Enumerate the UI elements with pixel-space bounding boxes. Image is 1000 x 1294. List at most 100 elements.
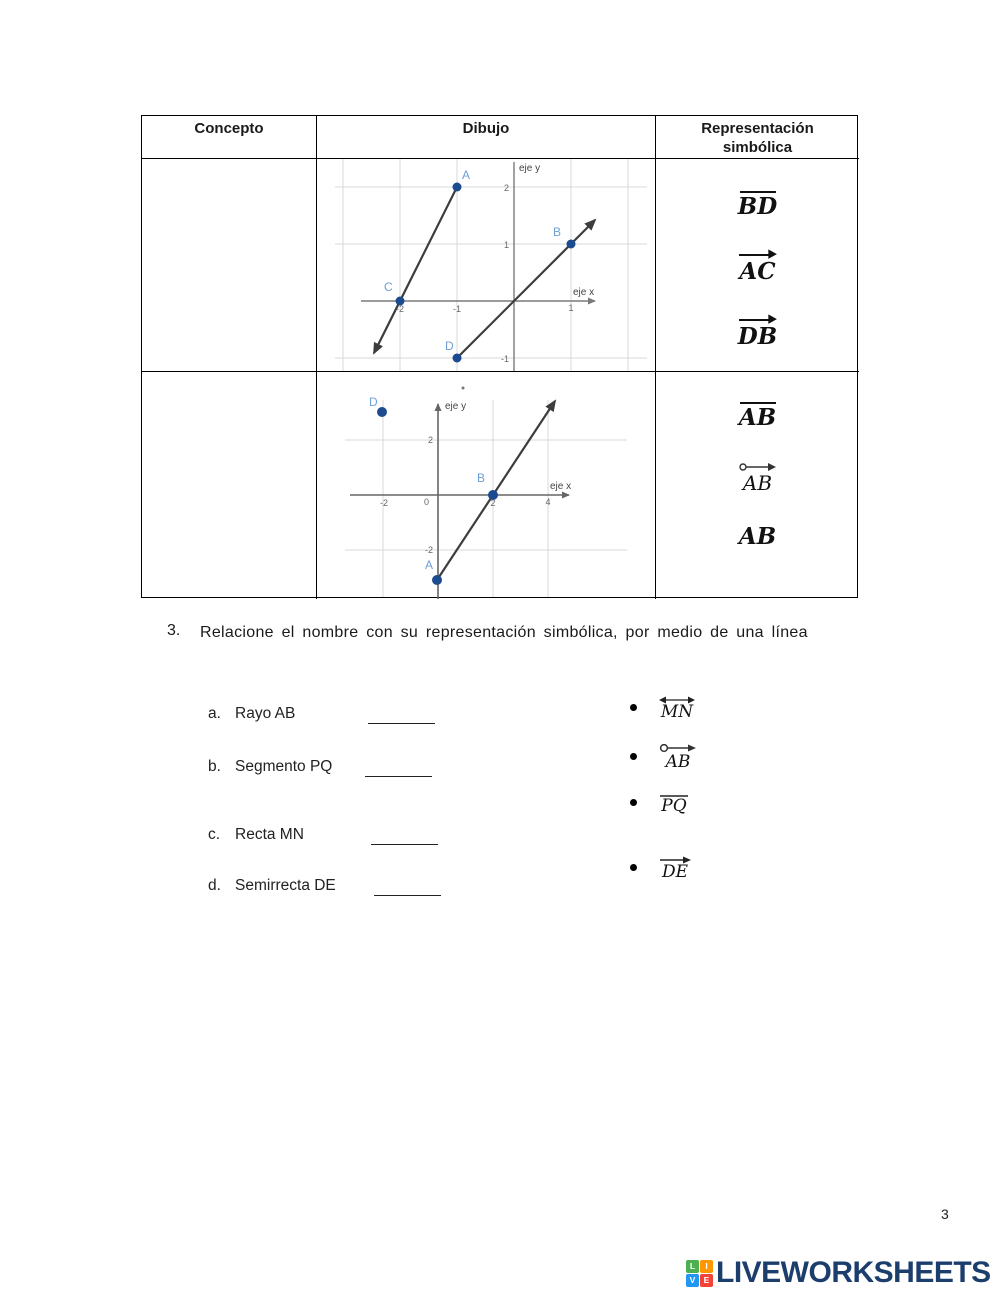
y-tick: 1 <box>504 240 509 250</box>
answer-blank-d[interactable] <box>374 879 441 896</box>
row1-concepto-cell[interactable] <box>142 159 317 372</box>
point-B-label: B <box>477 471 485 485</box>
notation-letters: BD <box>737 193 778 220</box>
notation-letters: AC <box>739 258 776 286</box>
ray-AB <box>436 399 557 581</box>
grid-lines <box>345 400 627 597</box>
point-C <box>395 296 405 306</box>
point-D <box>377 407 387 417</box>
row2-coordinate-graph: eje y eje x -2 0 2 4 2 -2 D B A <box>345 386 627 599</box>
y-tick: -2 <box>425 545 433 555</box>
grid-lines <box>335 159 647 371</box>
row2-graph-cell: eje y eje x -2 0 2 4 2 -2 D B A <box>317 372 656 599</box>
notation-letters: AB <box>738 404 777 431</box>
x-axis-label: eje x <box>550 481 571 492</box>
row1-representation-cell: BD AC DB <box>656 159 859 372</box>
notation-semirrecta-AB: AB <box>738 461 778 494</box>
notation-letters: DE <box>661 862 689 882</box>
x-tick: -2 <box>380 498 388 508</box>
notation-letters: PQ <box>661 796 687 816</box>
point-C-label: C <box>384 280 393 294</box>
row1-graph-cell: eje y eje x -2 -1 1 2 1 -1 A C B <box>317 159 656 372</box>
y-axis-label: eje y <box>519 163 540 174</box>
notation-ray-AC: AC <box>737 248 779 284</box>
x-tick: 0 <box>424 497 429 507</box>
x-axis-label: eje x <box>573 287 594 298</box>
item-letter: a. <box>208 705 221 722</box>
row2-concepto-cell[interactable] <box>142 372 317 599</box>
x-tick: 2 <box>490 498 495 508</box>
overline-icon <box>739 191 776 193</box>
x-tick: 1 <box>568 303 573 313</box>
y-tick: 2 <box>428 435 433 445</box>
question-number: 3. <box>167 622 181 639</box>
notation-segment-BD: BD <box>738 185 778 219</box>
overline-icon <box>660 795 688 797</box>
item-label: Segmento PQ <box>235 758 333 775</box>
open-circle-arrow-icon <box>738 463 776 472</box>
logo-square-l: L <box>686 1259 699 1273</box>
logo-square-e: E <box>700 1273 713 1287</box>
right-arrow-icon <box>738 314 777 325</box>
question-3: 3. Relacione el nombre con su representa… <box>167 622 867 644</box>
header-concepto-label: Concepto <box>194 120 264 137</box>
row2-representation-cell: AB AB AB <box>656 372 859 599</box>
brand-name: LIVEWORKSHEETS <box>716 1256 991 1289</box>
notation-segment-PQ: PQ <box>659 790 689 816</box>
y-tick: 2 <box>504 183 509 193</box>
double-arrow-icon <box>659 696 695 704</box>
right-arrow-icon <box>660 856 691 864</box>
notation-line-MN: MN <box>659 694 695 722</box>
point-A <box>452 182 462 192</box>
answer-blank-b[interactable] <box>365 760 432 777</box>
y-tick: -1 <box>501 354 509 364</box>
notation-letters: AB <box>742 471 773 496</box>
option-segmento-PQ[interactable]: PQ <box>630 790 689 816</box>
bullet-icon <box>630 864 637 872</box>
match-items: a. Rayo AB b. Segmento PQ c. Recta MN d.… <box>205 705 505 905</box>
notation-letters: AB <box>738 523 777 551</box>
bullet-icon <box>630 799 637 807</box>
answer-blank-a[interactable] <box>368 707 435 724</box>
bullet-icon <box>630 753 637 761</box>
header-representacion: Representación simbólica <box>656 116 859 159</box>
page-number: 3 <box>941 1206 949 1222</box>
concept-table: Concepto Dibujo Representación simbólica <box>141 115 859 599</box>
liveworksheets-logo[interactable]: L I V E LIVEWORKSHEETS <box>686 1256 991 1290</box>
ray-AC <box>373 186 458 355</box>
point-B-label: B <box>553 225 561 239</box>
point-A <box>432 575 442 585</box>
header-concepto: Concepto <box>142 116 317 159</box>
notation-letters: DB <box>737 323 778 351</box>
y-axis-label: eje y <box>445 401 466 412</box>
header-dibujo: Dibujo <box>317 116 656 159</box>
answer-blank-c[interactable] <box>371 828 438 845</box>
notation-ray-DE: DE <box>659 854 691 882</box>
notation-open-ray-AB: AB <box>659 742 697 772</box>
item-letter: b. <box>208 758 221 775</box>
option-recta-MN[interactable]: MN <box>630 694 695 722</box>
point-D <box>452 353 462 363</box>
x-tick: -1 <box>453 304 461 314</box>
notation-ray-DB: DB <box>737 313 779 349</box>
x-tick: 4 <box>545 497 550 507</box>
notation-plain-AB: AB <box>738 523 777 551</box>
logo-square-v: V <box>686 1273 699 1287</box>
option-semirrecta-AB[interactable]: AB <box>630 742 697 772</box>
overline-icon <box>739 402 776 404</box>
open-circle-arrow-icon <box>659 743 696 753</box>
notation-letters: AB <box>665 752 691 772</box>
point-A-label: A <box>462 168 470 182</box>
right-arrow-icon <box>738 249 777 260</box>
logo-squares-icon: L I V E <box>686 1259 713 1287</box>
item-letter: d. <box>208 877 221 894</box>
point-D-label: D <box>369 395 378 409</box>
point-A-label: A <box>425 558 433 572</box>
point-B <box>566 239 576 249</box>
question-text: Relacione el nombre con su representació… <box>200 624 808 641</box>
option-rayo-DE[interactable]: DE <box>630 854 691 882</box>
x-tick: -2 <box>396 304 404 314</box>
point-B <box>488 490 498 500</box>
header-representacion-label: Representación simbólica <box>701 120 814 156</box>
